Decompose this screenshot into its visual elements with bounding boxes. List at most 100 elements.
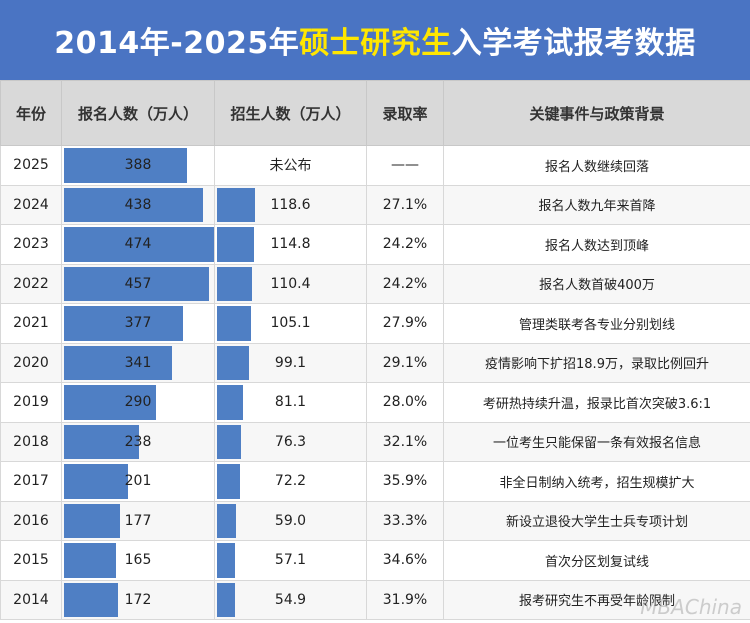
cell-applicants: 177 bbox=[61, 500, 215, 541]
cell-year: 2017 bbox=[0, 461, 62, 502]
cell-applicants: 457 bbox=[61, 263, 215, 304]
enrolled-bar bbox=[217, 543, 235, 578]
applicants-bar bbox=[64, 503, 120, 538]
table-row: 2020 341 99.1 29.1% 疫情影响下扩招18.9万，录取比例回升 bbox=[0, 342, 750, 383]
applicants-value: 341 bbox=[124, 354, 152, 371]
cell-enrolled: 57.1 bbox=[214, 540, 367, 581]
enrolled-bar bbox=[217, 385, 243, 420]
enrolled-value: 57.1 bbox=[274, 552, 307, 569]
table-row: 2025 388 未公布 —— 报名人数继续回落 bbox=[0, 145, 750, 186]
title-highlight: 硕士研究生 bbox=[299, 26, 452, 61]
cell-applicants: 474 bbox=[61, 224, 215, 265]
cell-year: 2015 bbox=[0, 540, 62, 581]
cell-applicants: 438 bbox=[61, 184, 215, 225]
title-part-1: 2014年-2025年 bbox=[54, 26, 300, 61]
enrolled-value: 54.9 bbox=[274, 591, 307, 608]
applicants-bar bbox=[64, 385, 156, 420]
cell-enrolled: 54.9 bbox=[214, 579, 367, 620]
cell-year: 2016 bbox=[0, 500, 62, 541]
cell-enrolled: 110.4 bbox=[214, 263, 367, 304]
enrolled-value: 105.1 bbox=[270, 315, 311, 332]
cell-applicants: 165 bbox=[61, 540, 215, 581]
cell-event: 首次分区划复试线 bbox=[443, 540, 750, 581]
cell-event: 报考研究生不再受年龄限制 bbox=[443, 579, 750, 620]
cell-event: 报名人数首破400万 bbox=[443, 263, 750, 304]
cell-rate: 32.1% bbox=[366, 421, 444, 462]
cell-event: 一位考生只能保留一条有效报名信息 bbox=[443, 421, 750, 462]
cell-enrolled: 59.0 bbox=[214, 500, 367, 541]
table-row: 2015 165 57.1 34.6% 首次分区划复试线 bbox=[0, 540, 750, 581]
header-applicants: 报名人数（万人） bbox=[61, 80, 215, 146]
cell-year: 2025 bbox=[0, 145, 62, 186]
applicants-bar bbox=[64, 266, 209, 301]
cell-enrolled: 未公布 bbox=[214, 145, 367, 186]
cell-event: 管理类联考各专业分别划线 bbox=[443, 303, 750, 344]
enrolled-value: 59.0 bbox=[274, 512, 307, 529]
enrolled-value: 114.8 bbox=[270, 236, 311, 253]
cell-applicants: 238 bbox=[61, 421, 215, 462]
cell-rate: 35.9% bbox=[366, 461, 444, 502]
table-row: 2019 290 81.1 28.0% 考研热持续升温，报录比首次突破3.6:1 bbox=[0, 382, 750, 423]
applicants-value: 457 bbox=[124, 275, 152, 292]
enrolled-bar bbox=[217, 187, 255, 222]
cell-rate: 27.1% bbox=[366, 184, 444, 225]
applicants-bar bbox=[64, 464, 128, 499]
cell-applicants: 201 bbox=[61, 461, 215, 502]
cell-enrolled: 105.1 bbox=[214, 303, 367, 344]
cell-applicants: 172 bbox=[61, 579, 215, 620]
cell-event: 考研热持续升温，报录比首次突破3.6:1 bbox=[443, 382, 750, 423]
applicants-bar bbox=[64, 582, 118, 617]
cell-event: 报名人数九年来首降 bbox=[443, 184, 750, 225]
table-row: 2018 238 76.3 32.1% 一位考生只能保留一条有效报名信息 bbox=[0, 421, 750, 462]
cell-year: 2024 bbox=[0, 184, 62, 225]
cell-rate: 34.6% bbox=[366, 540, 444, 581]
cell-enrolled: 76.3 bbox=[214, 421, 367, 462]
enrolled-bar bbox=[217, 424, 241, 459]
cell-event: 疫情影响下扩招18.9万，录取比例回升 bbox=[443, 342, 750, 383]
cell-year: 2021 bbox=[0, 303, 62, 344]
applicants-value: 165 bbox=[124, 552, 152, 569]
table-row: 2023 474 114.8 24.2% 报名人数达到顶峰 bbox=[0, 224, 750, 265]
cell-rate: —— bbox=[366, 145, 444, 186]
cell-event: 非全日制纳入统考，招生规模扩大 bbox=[443, 461, 750, 502]
header-event: 关键事件与政策背景 bbox=[443, 80, 750, 146]
watermark: MBAChina bbox=[640, 595, 742, 619]
enrolled-value: 110.4 bbox=[270, 275, 311, 292]
applicants-value: 238 bbox=[124, 433, 152, 450]
applicants-value: 172 bbox=[124, 591, 152, 608]
cell-year: 2022 bbox=[0, 263, 62, 304]
cell-enrolled: 99.1 bbox=[214, 342, 367, 383]
enrolled-bar bbox=[217, 306, 251, 341]
applicants-value: 177 bbox=[124, 512, 152, 529]
applicants-value: 290 bbox=[124, 394, 152, 411]
enrolled-value: 99.1 bbox=[274, 354, 307, 371]
cell-enrolled: 118.6 bbox=[214, 184, 367, 225]
enrolled-value: 118.6 bbox=[270, 196, 311, 213]
table-body: 2025 388 未公布 —— 报名人数继续回落 2024 438 118.6 27.1% 报名人… bbox=[0, 145, 750, 620]
cell-year: 2023 bbox=[0, 224, 62, 265]
applicants-value: 438 bbox=[124, 196, 152, 213]
table-row: 2017 201 72.2 35.9% 非全日制纳入统考，招生规模扩大 bbox=[0, 461, 750, 502]
applicants-value: 474 bbox=[124, 236, 152, 253]
applicants-value: 201 bbox=[124, 473, 152, 490]
header-rate: 录取率 bbox=[366, 80, 444, 146]
cell-applicants: 388 bbox=[61, 145, 215, 186]
title-bar: 2014年-2025年硕士研究生入学考试报考数据 bbox=[0, 0, 750, 82]
applicants-value: 388 bbox=[124, 157, 152, 174]
cell-rate: 29.1% bbox=[366, 342, 444, 383]
table-row: 2024 438 118.6 27.1% 报名人数九年来首降 bbox=[0, 184, 750, 225]
table-row: 2022 457 110.4 24.2% 报名人数首破400万 bbox=[0, 263, 750, 304]
cell-event: 报名人数达到顶峰 bbox=[443, 224, 750, 265]
applicants-bar bbox=[64, 187, 203, 222]
applicants-bar bbox=[64, 306, 183, 341]
cell-rate: 27.9% bbox=[366, 303, 444, 344]
table-row: 2021 377 105.1 27.9% 管理类联考各专业分别划线 bbox=[0, 303, 750, 344]
header-year: 年份 bbox=[0, 80, 62, 146]
cell-rate: 24.2% bbox=[366, 224, 444, 265]
applicants-bar bbox=[64, 148, 187, 183]
cell-applicants: 290 bbox=[61, 382, 215, 423]
enrolled-value: 76.3 bbox=[274, 433, 307, 450]
cell-applicants: 341 bbox=[61, 342, 215, 383]
enrolled-value: 72.2 bbox=[274, 473, 307, 490]
cell-year: 2014 bbox=[0, 579, 62, 620]
